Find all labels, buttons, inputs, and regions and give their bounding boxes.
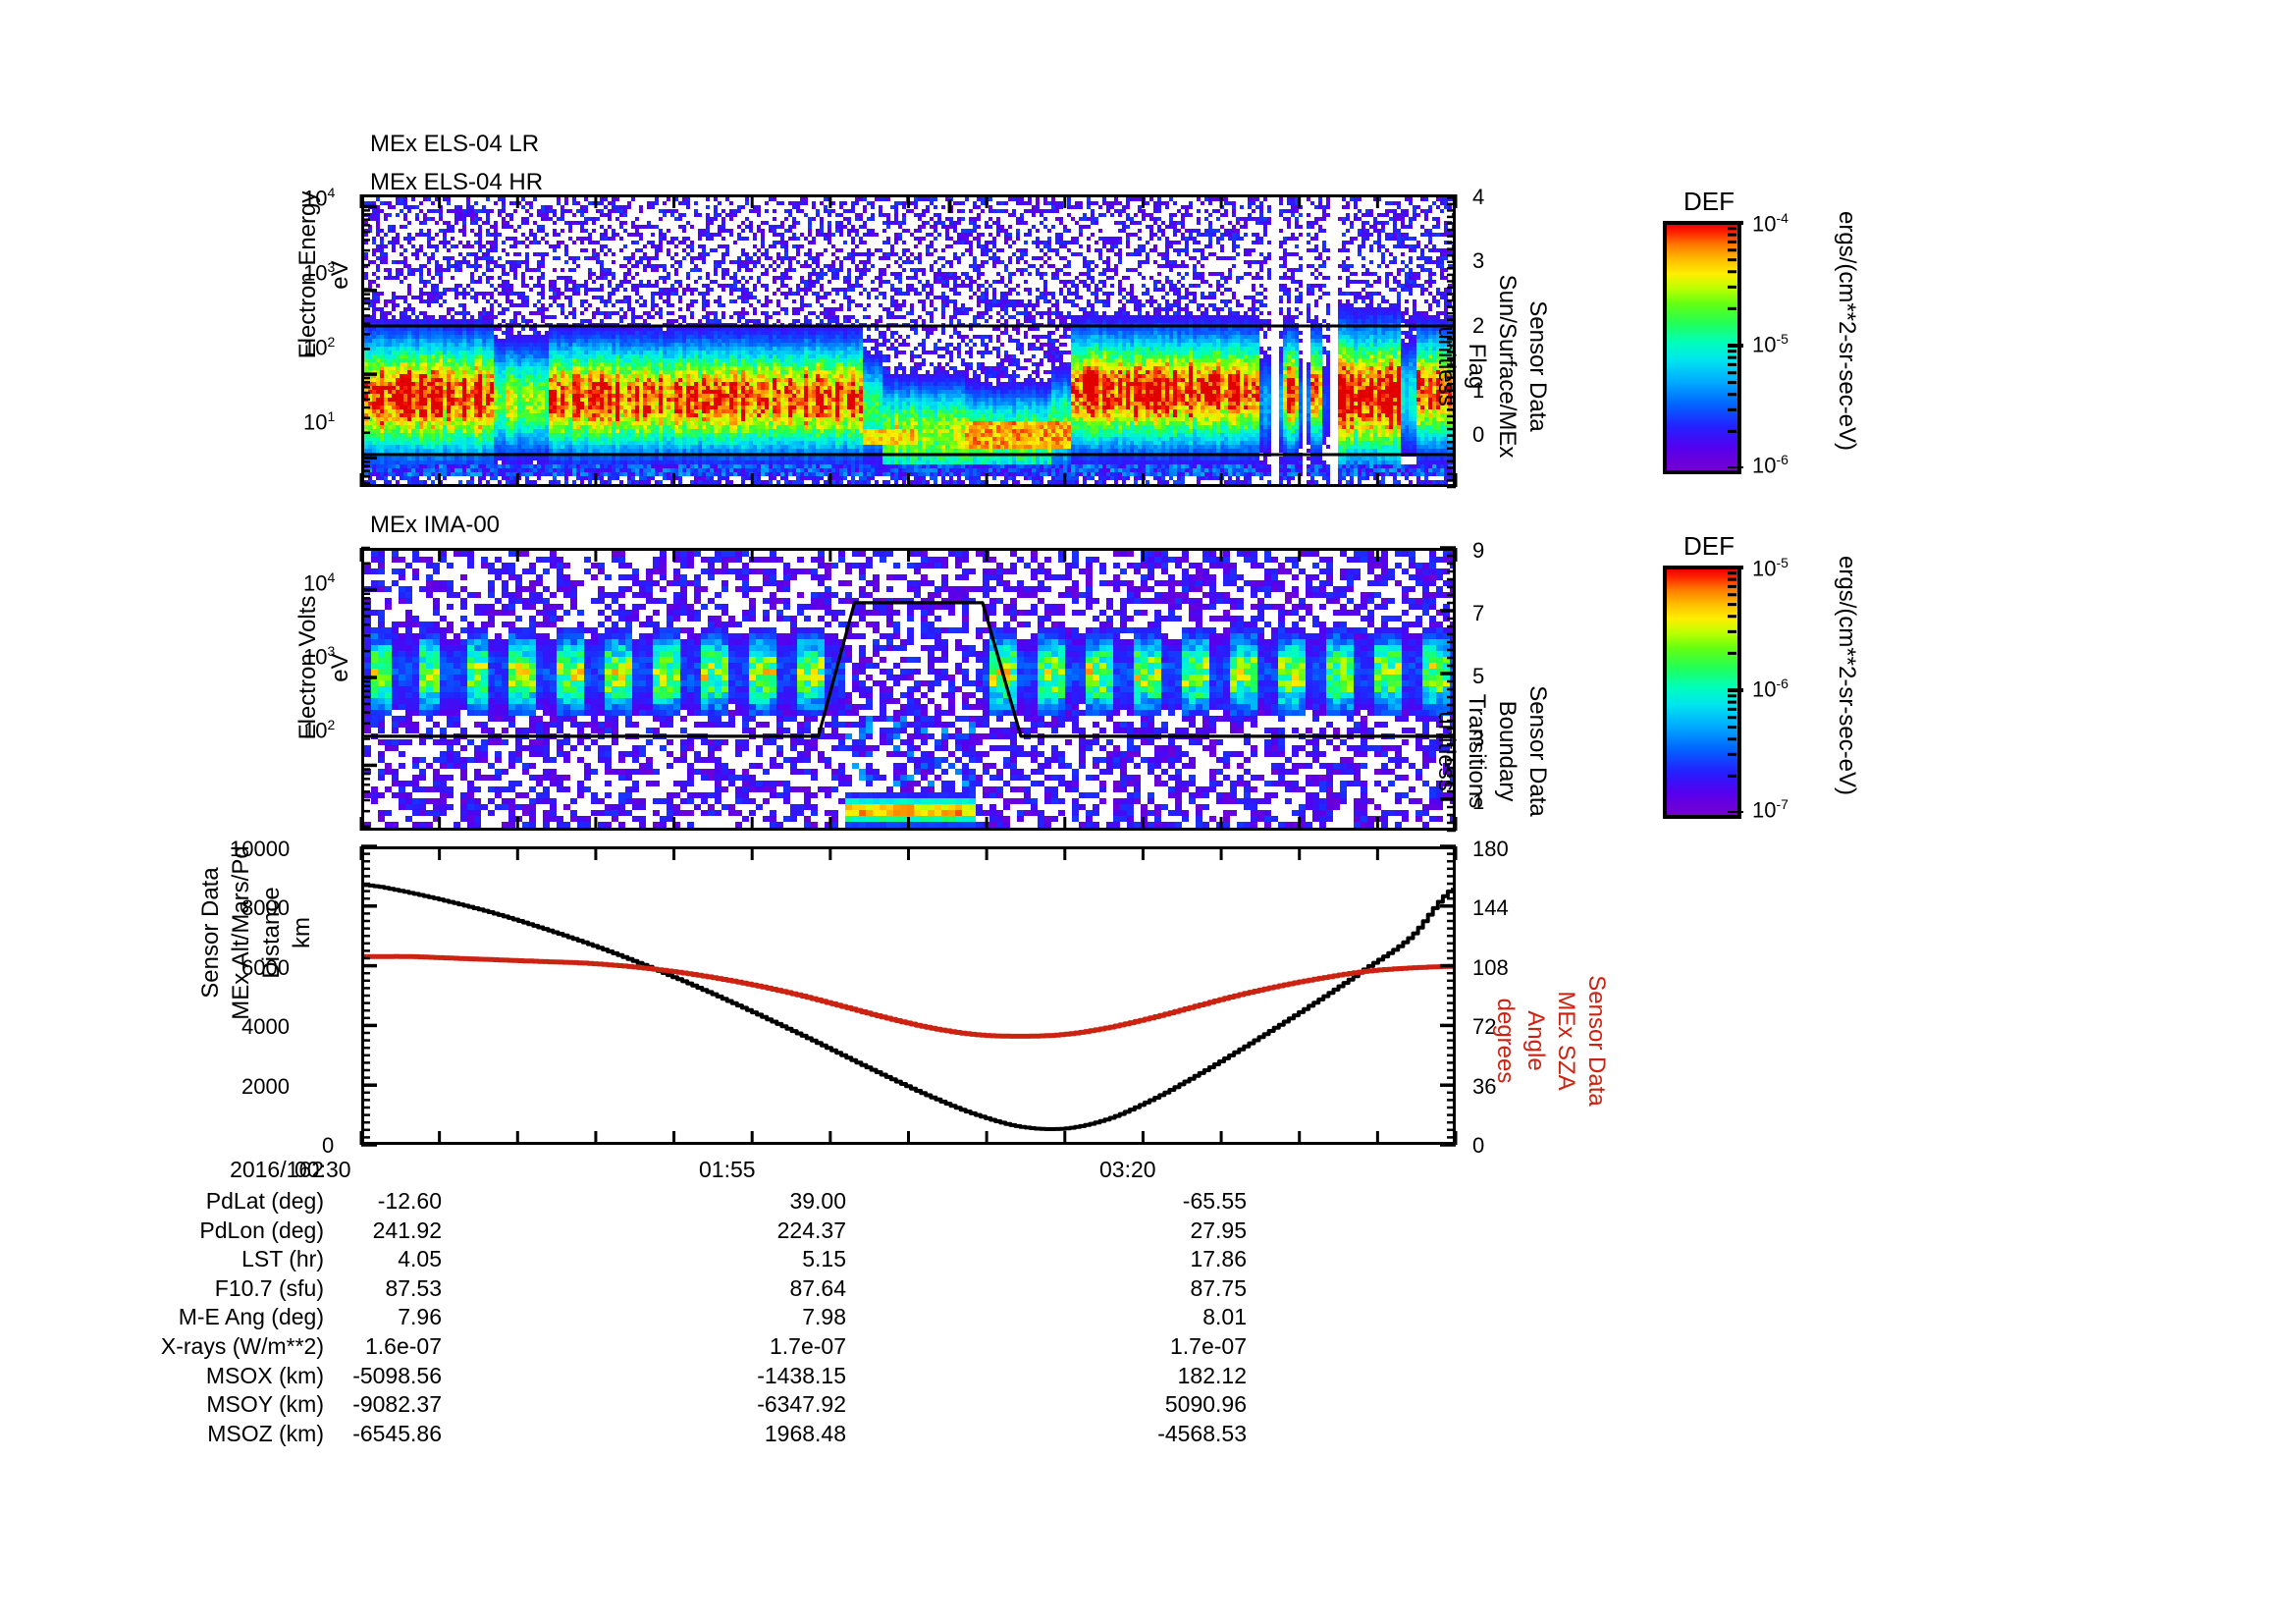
panel1-ytick-right-1: 1 bbox=[1472, 378, 1485, 403]
ephemeris-row-label: F10.7 (sfu) bbox=[214, 1274, 324, 1301]
colorbar1-ticks bbox=[1728, 221, 1743, 468]
panel3-axis-ticks bbox=[359, 844, 1458, 1147]
ephemeris-time-1: 01:55 bbox=[699, 1157, 756, 1182]
ephemeris-time-0: 00:30 bbox=[294, 1157, 351, 1182]
ephemeris-row-value: 241.92 bbox=[372, 1217, 442, 1243]
colorbar1-title: DEF bbox=[1683, 187, 1735, 216]
panel1-title-hr: MEx ELS-04 HR bbox=[370, 169, 544, 195]
ephemeris-row-value: 17.86 bbox=[1190, 1246, 1247, 1272]
ephemeris-row-value: 224.37 bbox=[776, 1217, 846, 1243]
ephemeris-row-label: LST (hr) bbox=[241, 1246, 324, 1272]
ephemeris-time-2: 03:20 bbox=[1099, 1157, 1156, 1182]
panel2-ytick-right-9: 9 bbox=[1472, 538, 1485, 563]
panel3-ytick-10000: 10000 bbox=[230, 837, 291, 861]
ephemeris-row-value: -1438.15 bbox=[757, 1362, 846, 1388]
panel3-ytick-right-108: 108 bbox=[1472, 955, 1509, 980]
panel1-ytick-1e1: 101 bbox=[303, 408, 336, 435]
panel2-ytick-1e4: 104 bbox=[303, 569, 336, 596]
panel-ima: MEx IMA-00 Electron Volts eV 104 103 102… bbox=[294, 512, 1551, 833]
panel1-ytick-right-3: 3 bbox=[1472, 248, 1485, 273]
ephemeris-row-value: -12.60 bbox=[377, 1188, 442, 1214]
colorbar2-tick-min: 10-7 bbox=[1752, 796, 1789, 823]
ephemeris-row-label: M-E Ang (deg) bbox=[178, 1304, 324, 1330]
colorbar2-tick-mid: 10-6 bbox=[1752, 676, 1789, 702]
panel3-ytick-4000: 4000 bbox=[241, 1014, 290, 1039]
panel1-title-lr: MEx ELS-04 LR bbox=[370, 131, 540, 157]
ephemeris-row-value: 1968.48 bbox=[764, 1420, 846, 1446]
ephemeris-row-value: -9082.37 bbox=[352, 1391, 442, 1418]
colorbar1-gradient bbox=[1663, 221, 1741, 474]
panel1-plot-frame bbox=[361, 194, 1456, 487]
ephemeris-row-label: MSOY (km) bbox=[206, 1391, 324, 1418]
panel2-ytick-1e3: 103 bbox=[303, 643, 336, 670]
colorbar2-ticks bbox=[1728, 566, 1743, 813]
panel2-axis-ticks bbox=[359, 546, 1458, 833]
panel1-ytick-1e3: 103 bbox=[303, 259, 336, 286]
colorbar1-tick-min: 10-6 bbox=[1752, 452, 1789, 478]
colorbar2-tick-max: 10-5 bbox=[1752, 555, 1789, 581]
panel3-ytick-6000: 6000 bbox=[241, 955, 290, 980]
colorbar1-tick-max: 10-4 bbox=[1752, 210, 1789, 237]
ephemeris-row-value: -6545.86 bbox=[352, 1420, 442, 1446]
panel3-ytick-right-0: 0 bbox=[1472, 1133, 1485, 1158]
panel3-series-sza bbox=[364, 953, 1453, 1039]
ephemeris-row-value: 182.12 bbox=[1177, 1362, 1247, 1388]
panel3-ytick-8000: 8000 bbox=[241, 895, 290, 920]
ephemeris-row-value: 87.64 bbox=[789, 1274, 846, 1301]
panel2-ytick-right-1: 1 bbox=[1472, 789, 1485, 814]
ephemeris-row-value: 5090.96 bbox=[1164, 1391, 1247, 1418]
colorbar2-title: DEF bbox=[1683, 531, 1735, 561]
panel3-ytick-right-72: 72 bbox=[1472, 1014, 1497, 1039]
panel2-ytick-right-3: 3 bbox=[1472, 727, 1485, 751]
ephemeris-row-value: -4568.53 bbox=[1157, 1420, 1247, 1446]
ephemeris-date-label: 2016/162 bbox=[230, 1157, 324, 1182]
ephemeris-row-value: 7.96 bbox=[398, 1304, 442, 1330]
ephemeris-row-value: 39.00 bbox=[789, 1188, 846, 1214]
ephemeris-row-value: -65.55 bbox=[1182, 1188, 1247, 1214]
panel2-ytick-1e2: 102 bbox=[303, 717, 336, 743]
ephemeris-row-value: 7.98 bbox=[802, 1304, 846, 1330]
panel3-ytick-right-144: 144 bbox=[1472, 895, 1509, 920]
panel-altitude-sza: Sensor Data MEx Alt/Mars/Pd Distance km … bbox=[197, 837, 1610, 1158]
panel3-ytick-0: 0 bbox=[322, 1133, 335, 1158]
ephemeris-row-label: X-rays (W/m**2) bbox=[160, 1333, 324, 1359]
ephemeris-row-label: PdLon (deg) bbox=[199, 1217, 324, 1243]
panel1-ytick-right-0: 0 bbox=[1472, 422, 1485, 447]
ephemeris-row-label: PdLat (deg) bbox=[205, 1188, 324, 1214]
panel1-ytick-1e2: 102 bbox=[303, 334, 336, 360]
ephemeris-row-value: 87.75 bbox=[1190, 1274, 1247, 1301]
ephemeris-row-value: 1.7e-07 bbox=[1169, 1333, 1247, 1359]
panel2-ytick-right-7: 7 bbox=[1472, 601, 1485, 625]
ephemeris-table: 2016/162 00:30 01:55 03:20 PdLat (deg) -1… bbox=[0, 0, 2296, 1446]
panel2-plot-frame bbox=[361, 548, 1456, 831]
colorbar1-tick-mid: 10-5 bbox=[1752, 331, 1789, 357]
panel1-ytick-1e4: 104 bbox=[303, 185, 336, 211]
ephemeris-row-value: 27.95 bbox=[1190, 1217, 1247, 1243]
ephemeris-row-value: 4.05 bbox=[398, 1246, 442, 1272]
panel3-ytick-2000: 2000 bbox=[241, 1074, 290, 1099]
panel3-series-altitude bbox=[364, 883, 1453, 1131]
panel1-ytick-right-4: 4 bbox=[1472, 185, 1485, 209]
ephemeris-row-value: 87.53 bbox=[385, 1274, 442, 1301]
ephemeris-row-label: MSOX (km) bbox=[205, 1362, 324, 1388]
panel3-ytick-right-180: 180 bbox=[1472, 837, 1509, 861]
panel1-ytick-right-2: 2 bbox=[1472, 313, 1485, 338]
ephemeris-row-value: -6347.92 bbox=[757, 1391, 846, 1418]
ephemeris-row-value: 5.15 bbox=[802, 1246, 846, 1272]
ephemeris-row-value: 8.01 bbox=[1202, 1304, 1247, 1330]
panel2-title: MEx IMA-00 bbox=[370, 512, 501, 538]
panel2-ytick-right-5: 5 bbox=[1472, 664, 1485, 688]
ephemeris-row-value: 1.6e-07 bbox=[364, 1333, 442, 1359]
panel3-plot-frame bbox=[361, 846, 1456, 1145]
panel1-axis-ticks bbox=[359, 194, 1458, 489]
ephemeris-row-value: -5098.56 bbox=[352, 1362, 442, 1388]
panel3-ytick-right-36: 36 bbox=[1472, 1074, 1497, 1099]
ephemeris-row-value: 1.7e-07 bbox=[769, 1333, 846, 1359]
panel-els: MEx ELS-04 LR MEx ELS-04 HR Electron Ene… bbox=[0, 0, 2296, 511]
ephemeris-row-label: MSOZ (km) bbox=[207, 1420, 324, 1446]
